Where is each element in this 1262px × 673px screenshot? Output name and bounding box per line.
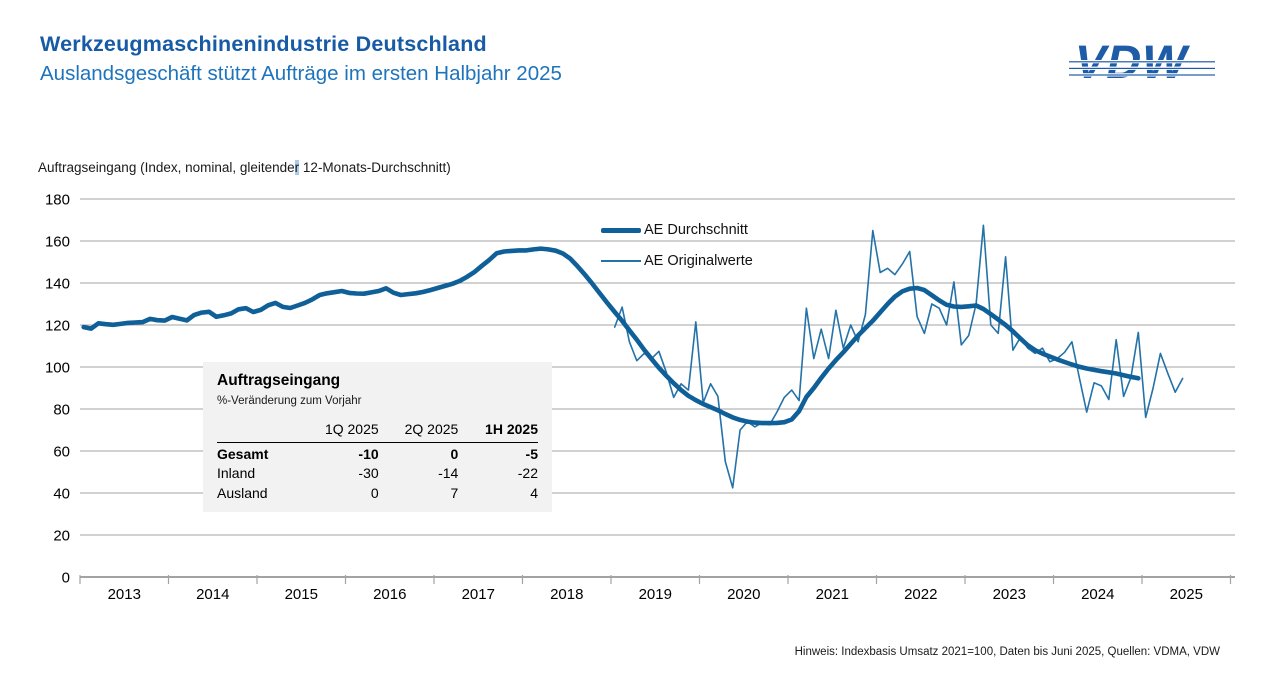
series-originalwerte-line — [613, 224, 1184, 489]
column-header: 2Q 2025 — [404, 421, 459, 437]
y-axis-tick-label: 180 — [45, 192, 70, 209]
cell: 0 — [370, 484, 379, 501]
table-row: Ausland 0 7 4 — [217, 484, 538, 504]
y-axis-tick-label: 100 — [45, 360, 70, 377]
x-axis-year-label: 2017 — [462, 586, 495, 603]
cell: -22 — [517, 465, 538, 481]
x-axis-year-label: 2024 — [1081, 586, 1114, 603]
legend-item-durchschnitt: AE Durchschnitt — [601, 217, 753, 243]
y-axis-tick-label: 80 — [53, 402, 70, 419]
legend-thick-line-icon — [601, 227, 641, 233]
cell: 7 — [450, 484, 459, 501]
y-axis-tick-label: 160 — [45, 234, 70, 251]
row-label: Gesamt — [217, 445, 269, 462]
selected-text: r — [294, 160, 300, 175]
x-axis-year-label: 2013 — [108, 586, 141, 603]
inset-table-subtitle: %-Veränderung zum Vorjahr — [217, 395, 362, 407]
legend-label: AE Durchschnitt — [644, 222, 748, 238]
page-title: Werkzeugmaschinenindustrie Deutschland — [40, 32, 487, 56]
x-axis-year-label: 2016 — [373, 586, 406, 603]
column-header: 1H 2025 — [485, 421, 538, 437]
table-header-row: 1Q 2025 2Q 2025 1H 2025 — [217, 420, 538, 443]
column-header: 1Q 2025 — [324, 421, 379, 437]
x-axis-year-label: 2015 — [285, 586, 318, 603]
x-axis-year-label: 2021 — [816, 586, 849, 603]
inset-table-title: Auftragseingang — [217, 372, 341, 389]
x-axis-year-label: 2022 — [904, 586, 937, 603]
chart-axis-title-text: Auftragseingang (Index, nominal, gleiten… — [38, 160, 295, 175]
cell: 0 — [450, 445, 459, 462]
legend-item-originalwerte: AE Originalwerte — [601, 248, 753, 274]
chart-axis-title: Auftragseingang (Index, nominal, gleiten… — [38, 160, 451, 175]
table-row: Inland -30 -14 -22 — [217, 464, 538, 484]
y-axis-tick-label: 0 — [62, 570, 70, 587]
cell: -10 — [358, 445, 379, 462]
cell: -5 — [525, 445, 538, 462]
y-axis-tick-label: 120 — [45, 318, 70, 335]
y-axis-tick-label: 40 — [53, 486, 70, 503]
legend-thin-line-icon — [601, 260, 641, 262]
table-corner-cell — [217, 420, 299, 440]
legend-label: AE Originalwerte — [644, 253, 753, 269]
row-label: Ausland — [217, 484, 268, 501]
series-durchschnitt-line — [81, 246, 1141, 426]
x-axis-year-label: 2019 — [639, 586, 672, 603]
x-axis-year-label: 2014 — [196, 586, 229, 603]
header: Werkzeugmaschinenindustrie Deutschland A… — [40, 32, 562, 86]
chart-legend: AE Durchschnitt AE Originalwerte — [601, 217, 753, 279]
chart-axis-title-text-end: 12-Monats-Durchschnitt) — [299, 160, 451, 175]
x-axis-year-label: 2025 — [1170, 586, 1203, 603]
y-axis-tick-label: 20 — [53, 528, 70, 545]
y-axis-tick-label: 140 — [45, 276, 70, 293]
x-axis-year-label: 2018 — [550, 586, 583, 603]
x-axis-year-label: 2023 — [993, 586, 1026, 603]
cell: 4 — [530, 484, 538, 501]
table-row: Gesamt -10 0 -5 — [217, 445, 538, 465]
vdw-logo-icon: VDW — [1069, 36, 1215, 89]
page-subtitle: Auslandsgeschäft stützt Aufträge im erst… — [40, 62, 562, 85]
y-axis-tick-label: 60 — [53, 444, 70, 461]
cell: -30 — [358, 465, 379, 481]
x-axis-year-label: 2020 — [727, 586, 760, 603]
cell: -14 — [438, 465, 459, 481]
row-label: Inland — [217, 465, 256, 481]
source-note: Hinweis: Indexbasis Umsatz 2021=100, Dat… — [794, 646, 1220, 658]
inset-table-grid: 1Q 2025 2Q 2025 1H 2025 Gesamt -10 0 -5 … — [217, 420, 538, 503]
inset-table: Auftragseingang %-Veränderung zum Vorjah… — [203, 362, 552, 512]
vdw-logo: VDW — [1063, 34, 1215, 89]
